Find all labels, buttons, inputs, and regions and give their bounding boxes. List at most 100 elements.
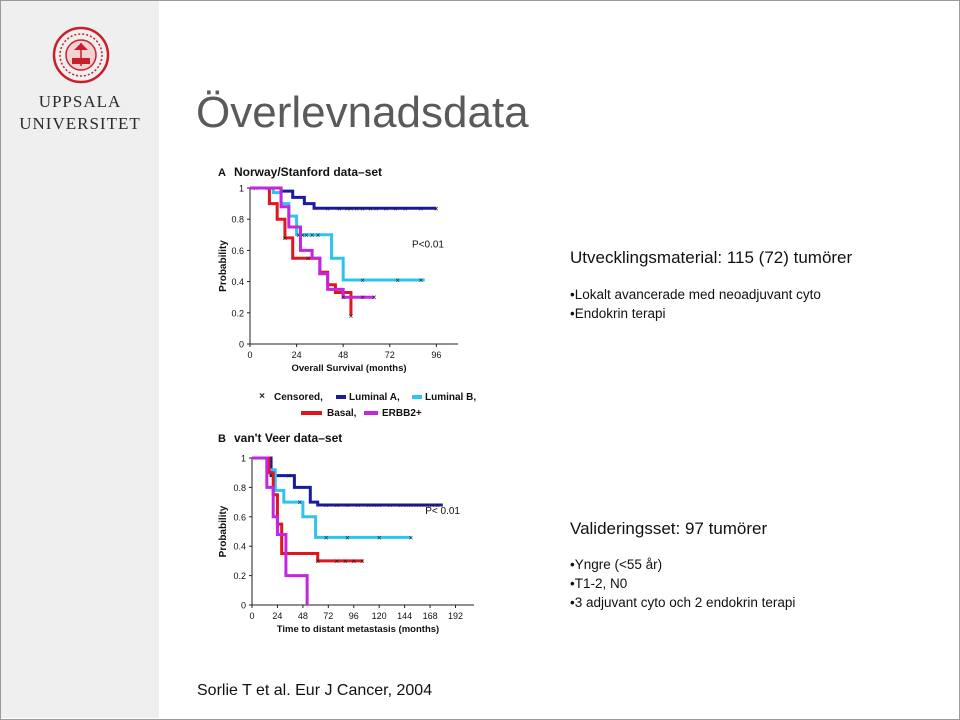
- censored-marker: ×: [414, 501, 419, 510]
- censored-marker: ×: [324, 501, 329, 510]
- censored-marker: ×: [434, 204, 439, 213]
- censored-marker: ×: [372, 501, 377, 510]
- x-tick-label: 24: [272, 611, 282, 621]
- logo-text-uppsala: UPPSALA: [38, 92, 122, 111]
- y-tick-label: 0.6: [233, 512, 246, 522]
- censored-marker: ×: [345, 533, 350, 542]
- x-tick-label: 48: [298, 611, 308, 621]
- censored-marker: ×: [403, 501, 408, 510]
- series-luminal-b-line: [252, 456, 411, 539]
- censored-marker: ×: [425, 501, 430, 510]
- censored-marker: ×: [310, 231, 315, 240]
- y-tick-label: 0.2: [231, 308, 244, 318]
- censored-marker: ×: [377, 501, 382, 510]
- censored-marker: ×: [287, 472, 292, 481]
- y-tick-label: 0.4: [231, 277, 244, 287]
- panel-B-x-label: Time to distant metastasis (months): [277, 624, 439, 635]
- series-basal-line: [250, 186, 353, 316]
- legend-censored-marker: ×: [259, 391, 265, 402]
- y-tick-label: 1: [239, 184, 244, 194]
- y-tick-label: 0.4: [233, 542, 246, 552]
- citation: Sorlie T et al. Eur J Cancer, 2004: [197, 682, 433, 699]
- censored-marker: ×: [366, 501, 371, 510]
- censored-marker: ×: [409, 533, 414, 542]
- censored-marker: ×: [337, 204, 342, 213]
- censored-marker: ×: [395, 276, 400, 285]
- censored-marker: ×: [384, 204, 389, 213]
- y-tick-label: 0.8: [233, 483, 246, 493]
- censored-marker: ×: [345, 501, 350, 510]
- censored-marker: ×: [349, 204, 354, 213]
- x-tick-label: 72: [323, 611, 333, 621]
- legend-erbb2-label: ERBB2+: [382, 408, 422, 419]
- censored-marker: ×: [343, 557, 348, 566]
- x-tick-label: 72: [385, 350, 395, 360]
- y-tick-label: 0: [239, 340, 244, 350]
- x-tick-label: 120: [372, 611, 387, 621]
- censored-marker: ×: [398, 501, 403, 510]
- x-tick-label: 0: [247, 350, 252, 360]
- panel-A-title: Norway/Stanford data–set: [234, 165, 382, 179]
- censored-marker: ×: [297, 498, 302, 507]
- censored-marker: ×: [345, 204, 350, 213]
- y-tick-label: 1: [241, 454, 246, 464]
- legend-basal-label: Basal,: [327, 408, 357, 419]
- censored-marker: ×: [334, 501, 339, 510]
- development-bullet-2: •Endokrin terapi: [570, 306, 666, 321]
- development-heading: Utvecklingsmaterial: 115 (72) tumörer: [570, 248, 853, 267]
- y-tick-label: 0.6: [231, 246, 244, 256]
- panel-A-p-value: P<0.01: [412, 239, 444, 250]
- series-luminal-b-line: [250, 186, 425, 282]
- validation-bullet-2: •T1-2, N0: [570, 576, 628, 591]
- x-tick-label: 144: [397, 611, 412, 621]
- censored-marker: ×: [349, 312, 354, 321]
- censored-marker: ×: [351, 557, 356, 566]
- legend-luminal-b-label: Luminal B,: [425, 392, 476, 403]
- censored-marker: ×: [296, 231, 301, 240]
- x-tick-label: 96: [349, 611, 359, 621]
- y-tick-label: 0.2: [233, 571, 246, 581]
- censored-marker: ×: [368, 204, 373, 213]
- censored-marker: ×: [430, 501, 435, 510]
- censored-marker: ×: [372, 293, 377, 302]
- logo-sidebar: [1, 1, 159, 718]
- series-basal-line: [252, 456, 364, 563]
- panel-A-x-label: Overall Survival (months): [291, 363, 406, 374]
- censored-marker: ×: [360, 557, 365, 566]
- censored-marker: ×: [419, 501, 424, 510]
- survival-charts: A Norway/Stanford data–set 0 0.2 0.4 0.6 0.8 1 0…: [218, 165, 476, 635]
- series-erbb2-line: [252, 456, 309, 605]
- censored-marker: ×: [360, 204, 365, 213]
- censored-marker: ×: [341, 293, 346, 302]
- censored-marker: ×: [360, 276, 365, 285]
- x-tick-label: 192: [448, 611, 463, 621]
- series-luminal-a-line: [252, 456, 443, 507]
- legend-censored-label: Censored,: [274, 392, 323, 403]
- validation-heading: Valideringsset: 97 tumörer: [570, 519, 768, 538]
- censored-marker: ×: [334, 557, 339, 566]
- censored-marker: ×: [418, 276, 423, 285]
- x-tick-label: 0: [249, 611, 254, 621]
- panel-B-title: van't Veer data–set: [234, 431, 342, 445]
- panel-B-p-value: P< 0.01: [425, 506, 460, 517]
- censored-marker: ×: [435, 501, 440, 510]
- series-erbb2-line: [250, 186, 375, 299]
- validation-bullet-1: •Yngre (<55 år): [570, 557, 663, 572]
- panel-A-y-label: Probability: [218, 240, 229, 292]
- censored-marker: ×: [354, 204, 359, 213]
- censored-marker: ×: [306, 254, 311, 263]
- censored-marker: ×: [325, 204, 330, 213]
- x-tick-label: 48: [338, 350, 348, 360]
- panel-B-letter: B: [218, 433, 226, 445]
- censored-marker: ×: [374, 204, 379, 213]
- censored-marker: ×: [393, 204, 398, 213]
- censored-marker: ×: [300, 231, 305, 240]
- legend-luminal-a-label: Luminal A,: [349, 392, 400, 403]
- censored-marker: ×: [377, 533, 382, 542]
- censored-marker: ×: [403, 204, 408, 213]
- x-tick-label: 24: [292, 350, 302, 360]
- university-seal: [52, 26, 110, 84]
- censored-marker: ×: [283, 234, 288, 243]
- censored-marker: ×: [315, 557, 320, 566]
- censored-marker: ×: [418, 204, 423, 213]
